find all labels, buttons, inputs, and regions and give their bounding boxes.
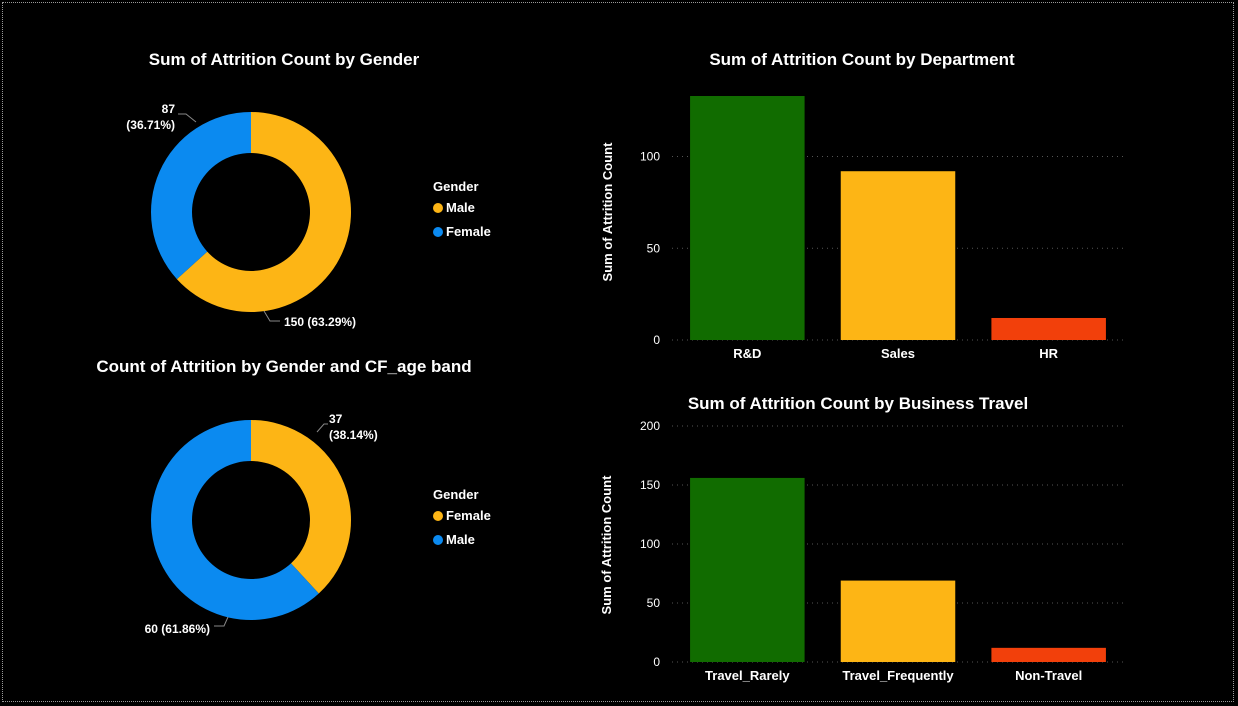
donut-chart-gender-age-band: Count of Attrition by Gender and CF_age … xyxy=(96,357,490,636)
leader-line-male xyxy=(263,310,280,322)
legend-item-female[interactable]: Female xyxy=(446,508,491,523)
leader-line-female xyxy=(178,113,197,123)
legend: Gender Male Female xyxy=(433,179,491,239)
donut-slice-male[interactable] xyxy=(150,420,319,620)
x-tick-label: Sales xyxy=(881,346,915,361)
bar-hr[interactable] xyxy=(991,317,1106,340)
bar-plot-area: 0 50 100 R&D Sales HR xyxy=(640,96,1124,361)
legend-marker-male xyxy=(433,535,443,545)
y-tick-label: 150 xyxy=(640,478,660,492)
y-tick-label: 0 xyxy=(653,655,660,669)
leader-line-female xyxy=(316,423,328,433)
chart-title: Sum of Attrition Count by Gender xyxy=(149,50,420,69)
y-tick-label: 0 xyxy=(653,333,660,347)
bar-travel-rarely[interactable] xyxy=(690,477,805,662)
legend-item-male[interactable]: Male xyxy=(446,532,475,547)
data-label-male: 150 (63.29%) xyxy=(284,315,356,329)
legend-item-female[interactable]: Female xyxy=(446,224,491,239)
y-tick-label: 50 xyxy=(647,596,661,610)
data-label-female-pct: (36.71%) xyxy=(126,118,175,132)
donut-slices xyxy=(151,112,351,312)
legend-title: Gender xyxy=(433,179,479,194)
legend-marker-female xyxy=(433,511,443,521)
donut-slice-male[interactable] xyxy=(176,112,351,312)
y-axis-label: Sum of Attrition Count xyxy=(599,475,614,615)
x-tick-label: Non-Travel xyxy=(1015,668,1082,683)
x-tick-label: Travel_Frequently xyxy=(842,668,954,683)
data-label-male: 60 (61.86%) xyxy=(145,622,210,636)
legend-marker-female xyxy=(433,227,443,237)
bar-non-travel[interactable] xyxy=(991,647,1106,662)
y-tick-label: 100 xyxy=(640,537,660,551)
bar-r-d[interactable] xyxy=(690,96,805,340)
chart-title: Sum of Attrition Count by Department xyxy=(709,50,1015,69)
donut-slice-female[interactable] xyxy=(251,420,352,594)
legend-item-male[interactable]: Male xyxy=(446,200,475,215)
bar-chart-department: Sum of Attrition Count by Department Sum… xyxy=(600,50,1124,361)
chart-title: Count of Attrition by Gender and CF_age … xyxy=(96,357,471,376)
legend-marker-male xyxy=(433,203,443,213)
leader-line-male xyxy=(214,616,229,627)
bar-sales[interactable] xyxy=(840,171,956,340)
y-tick-label: 200 xyxy=(640,419,660,433)
y-tick-label: 50 xyxy=(647,241,661,255)
donut-slice-female[interactable] xyxy=(151,112,251,280)
legend-title: Gender xyxy=(433,487,479,502)
bar-plot-area: 0 50 100 150 200 Travel_Rarely Travel_Frequent… xyxy=(640,419,1124,683)
chart-title: Sum of Attrition Count by Business Trave… xyxy=(688,394,1028,413)
x-tick-label: R&D xyxy=(733,346,761,361)
y-tick-label: 100 xyxy=(640,150,660,164)
y-axis-label: Sum of Attrition Count xyxy=(600,142,615,282)
x-tick-label: Travel_Rarely xyxy=(705,668,790,683)
bar-chart-business-travel: Sum of Attrition Count by Business Trave… xyxy=(599,394,1124,683)
x-tick-label: HR xyxy=(1039,346,1058,361)
donut-chart-gender: Sum of Attrition Count by Gender 87 (36.… xyxy=(126,50,491,329)
data-label-female-value: 37 xyxy=(329,412,343,426)
bar-travel-frequently[interactable] xyxy=(840,580,956,662)
data-label-female-value: 87 xyxy=(162,102,176,116)
data-label-female-pct: (38.14%) xyxy=(329,428,378,442)
legend: Gender Female Male xyxy=(433,487,491,547)
donut-slices xyxy=(150,420,352,620)
